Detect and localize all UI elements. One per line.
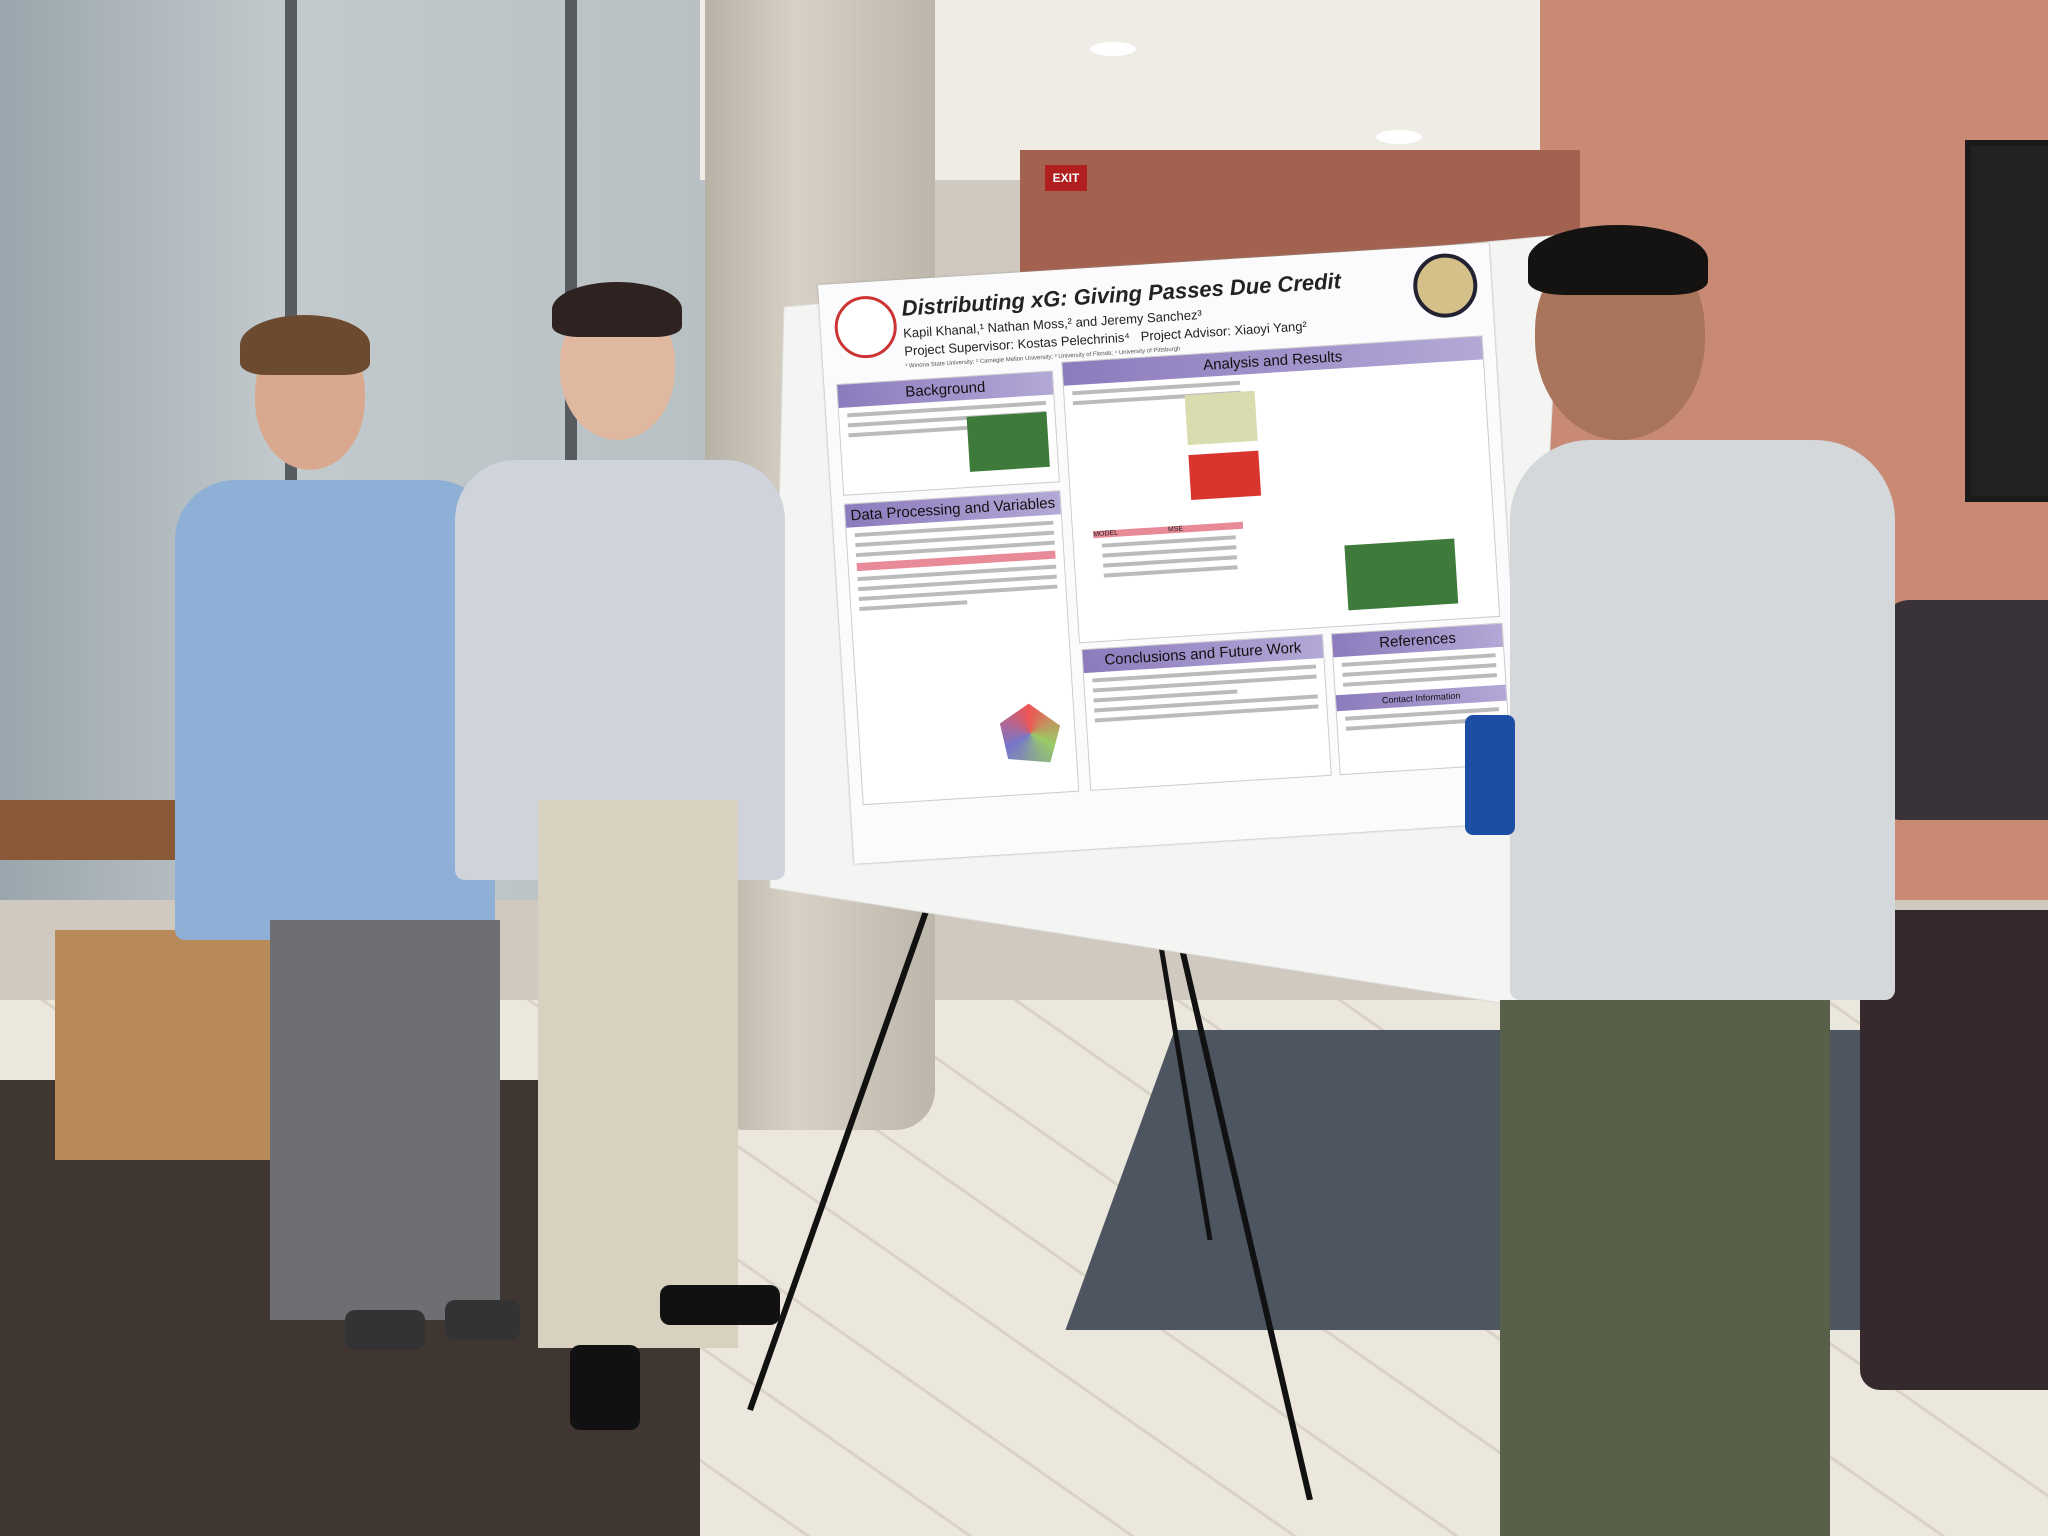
- table-header: MSE: [1167, 525, 1184, 534]
- pitt-seal-logo: [1411, 251, 1480, 320]
- mse-table: MODEL MSE: [1093, 521, 1246, 584]
- research-poster: Distributing xG: Giving Passes Due Credi…: [818, 242, 1526, 864]
- sofa: [1880, 600, 2048, 820]
- grid-heatmap: [1184, 390, 1258, 446]
- gam-heatmap: [1188, 450, 1262, 500]
- pagerank-network: [999, 702, 1063, 766]
- section-header: References: [1331, 623, 1504, 658]
- analysis-section: Analysis and Results MODEL MSE: [1061, 335, 1501, 644]
- background-section: Background: [836, 370, 1060, 496]
- cmu-seal-logo: [832, 294, 899, 360]
- ceiling-light: [1376, 130, 1422, 144]
- pitch-chart: [966, 411, 1050, 472]
- improved-distribution-pitch: [1344, 538, 1459, 611]
- easel: [747, 899, 1313, 1500]
- conclusions-section: Conclusions and Future Work: [1081, 633, 1332, 791]
- table-header: MODEL: [1093, 529, 1119, 539]
- cardboard-box: [55, 930, 305, 1160]
- wall-painting: [1965, 140, 2048, 502]
- exit-sign: EXIT: [1045, 165, 1087, 191]
- ceiling-light: [1090, 42, 1136, 56]
- data-processing-section: Data Processing and Variables: [843, 490, 1080, 806]
- soda-can: [1465, 715, 1515, 835]
- table: [0, 800, 180, 860]
